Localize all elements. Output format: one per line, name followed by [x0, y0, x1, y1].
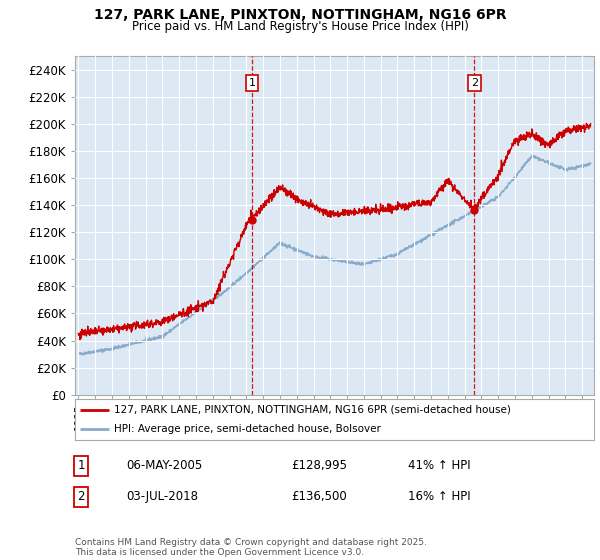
Text: 41% ↑ HPI: 41% ↑ HPI [408, 459, 470, 473]
Text: £128,995: £128,995 [291, 459, 347, 473]
Text: 06-MAY-2005: 06-MAY-2005 [126, 459, 202, 473]
Text: 03-JUL-2018: 03-JUL-2018 [126, 490, 198, 503]
Text: 16% ↑ HPI: 16% ↑ HPI [408, 490, 470, 503]
Text: HPI: Average price, semi-detached house, Bolsover: HPI: Average price, semi-detached house,… [114, 424, 381, 435]
Text: 127, PARK LANE, PINXTON, NOTTINGHAM, NG16 6PR: 127, PARK LANE, PINXTON, NOTTINGHAM, NG1… [94, 8, 506, 22]
Text: Price paid vs. HM Land Registry's House Price Index (HPI): Price paid vs. HM Land Registry's House … [131, 20, 469, 32]
Text: 127, PARK LANE, PINXTON, NOTTINGHAM, NG16 6PR (semi-detached house): 127, PARK LANE, PINXTON, NOTTINGHAM, NG1… [114, 405, 511, 415]
Text: Contains HM Land Registry data © Crown copyright and database right 2025.
This d: Contains HM Land Registry data © Crown c… [75, 538, 427, 557]
Text: 2: 2 [77, 490, 85, 503]
Text: 2: 2 [471, 78, 478, 88]
Text: £136,500: £136,500 [291, 490, 347, 503]
Text: 1: 1 [248, 78, 256, 88]
Text: 1: 1 [77, 459, 85, 473]
